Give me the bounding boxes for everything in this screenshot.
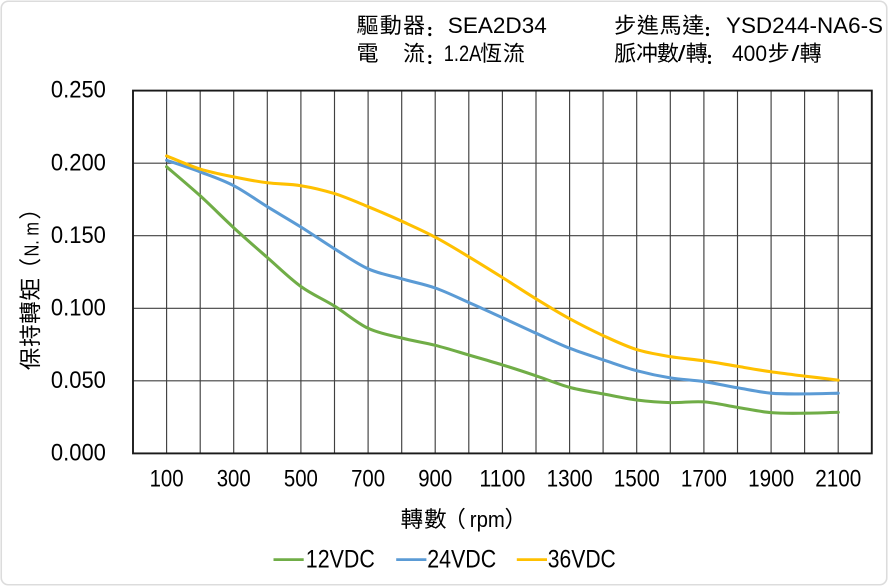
svg-text:1.2A: 1.2A bbox=[444, 41, 482, 66]
svg-text:0.050: 0.050 bbox=[51, 367, 106, 394]
svg-text:SEA2D34: SEA2D34 bbox=[448, 13, 547, 38]
svg-text:N. m: N. m bbox=[21, 222, 43, 256]
svg-text:36VDC: 36VDC bbox=[548, 545, 616, 573]
svg-text:1300: 1300 bbox=[547, 466, 593, 493]
svg-text:1700: 1700 bbox=[681, 466, 727, 493]
svg-text:0.000: 0.000 bbox=[51, 440, 106, 467]
svg-text:400: 400 bbox=[732, 41, 767, 66]
svg-text:1500: 1500 bbox=[614, 466, 660, 493]
svg-text:0.150: 0.150 bbox=[51, 222, 106, 249]
svg-text:rpm: rpm bbox=[470, 507, 505, 532]
svg-text:24VDC: 24VDC bbox=[427, 545, 496, 573]
svg-text:500: 500 bbox=[284, 466, 318, 493]
svg-text:YSD244-NA6-S: YSD244-NA6-S bbox=[726, 13, 883, 38]
svg-text:12VDC: 12VDC bbox=[306, 545, 375, 573]
svg-text:/: / bbox=[678, 41, 687, 66]
svg-text:1900: 1900 bbox=[748, 466, 794, 493]
svg-text:900: 900 bbox=[418, 466, 452, 493]
svg-text:300: 300 bbox=[217, 466, 251, 493]
svg-text:1100: 1100 bbox=[479, 466, 525, 493]
svg-text:/: / bbox=[792, 41, 801, 66]
svg-text:0.250: 0.250 bbox=[51, 77, 106, 104]
svg-text:100: 100 bbox=[150, 466, 184, 493]
svg-text:700: 700 bbox=[351, 466, 385, 493]
svg-text:0.100: 0.100 bbox=[51, 294, 106, 321]
svg-text:0.200: 0.200 bbox=[51, 149, 106, 176]
svg-text:2100: 2100 bbox=[815, 466, 861, 493]
